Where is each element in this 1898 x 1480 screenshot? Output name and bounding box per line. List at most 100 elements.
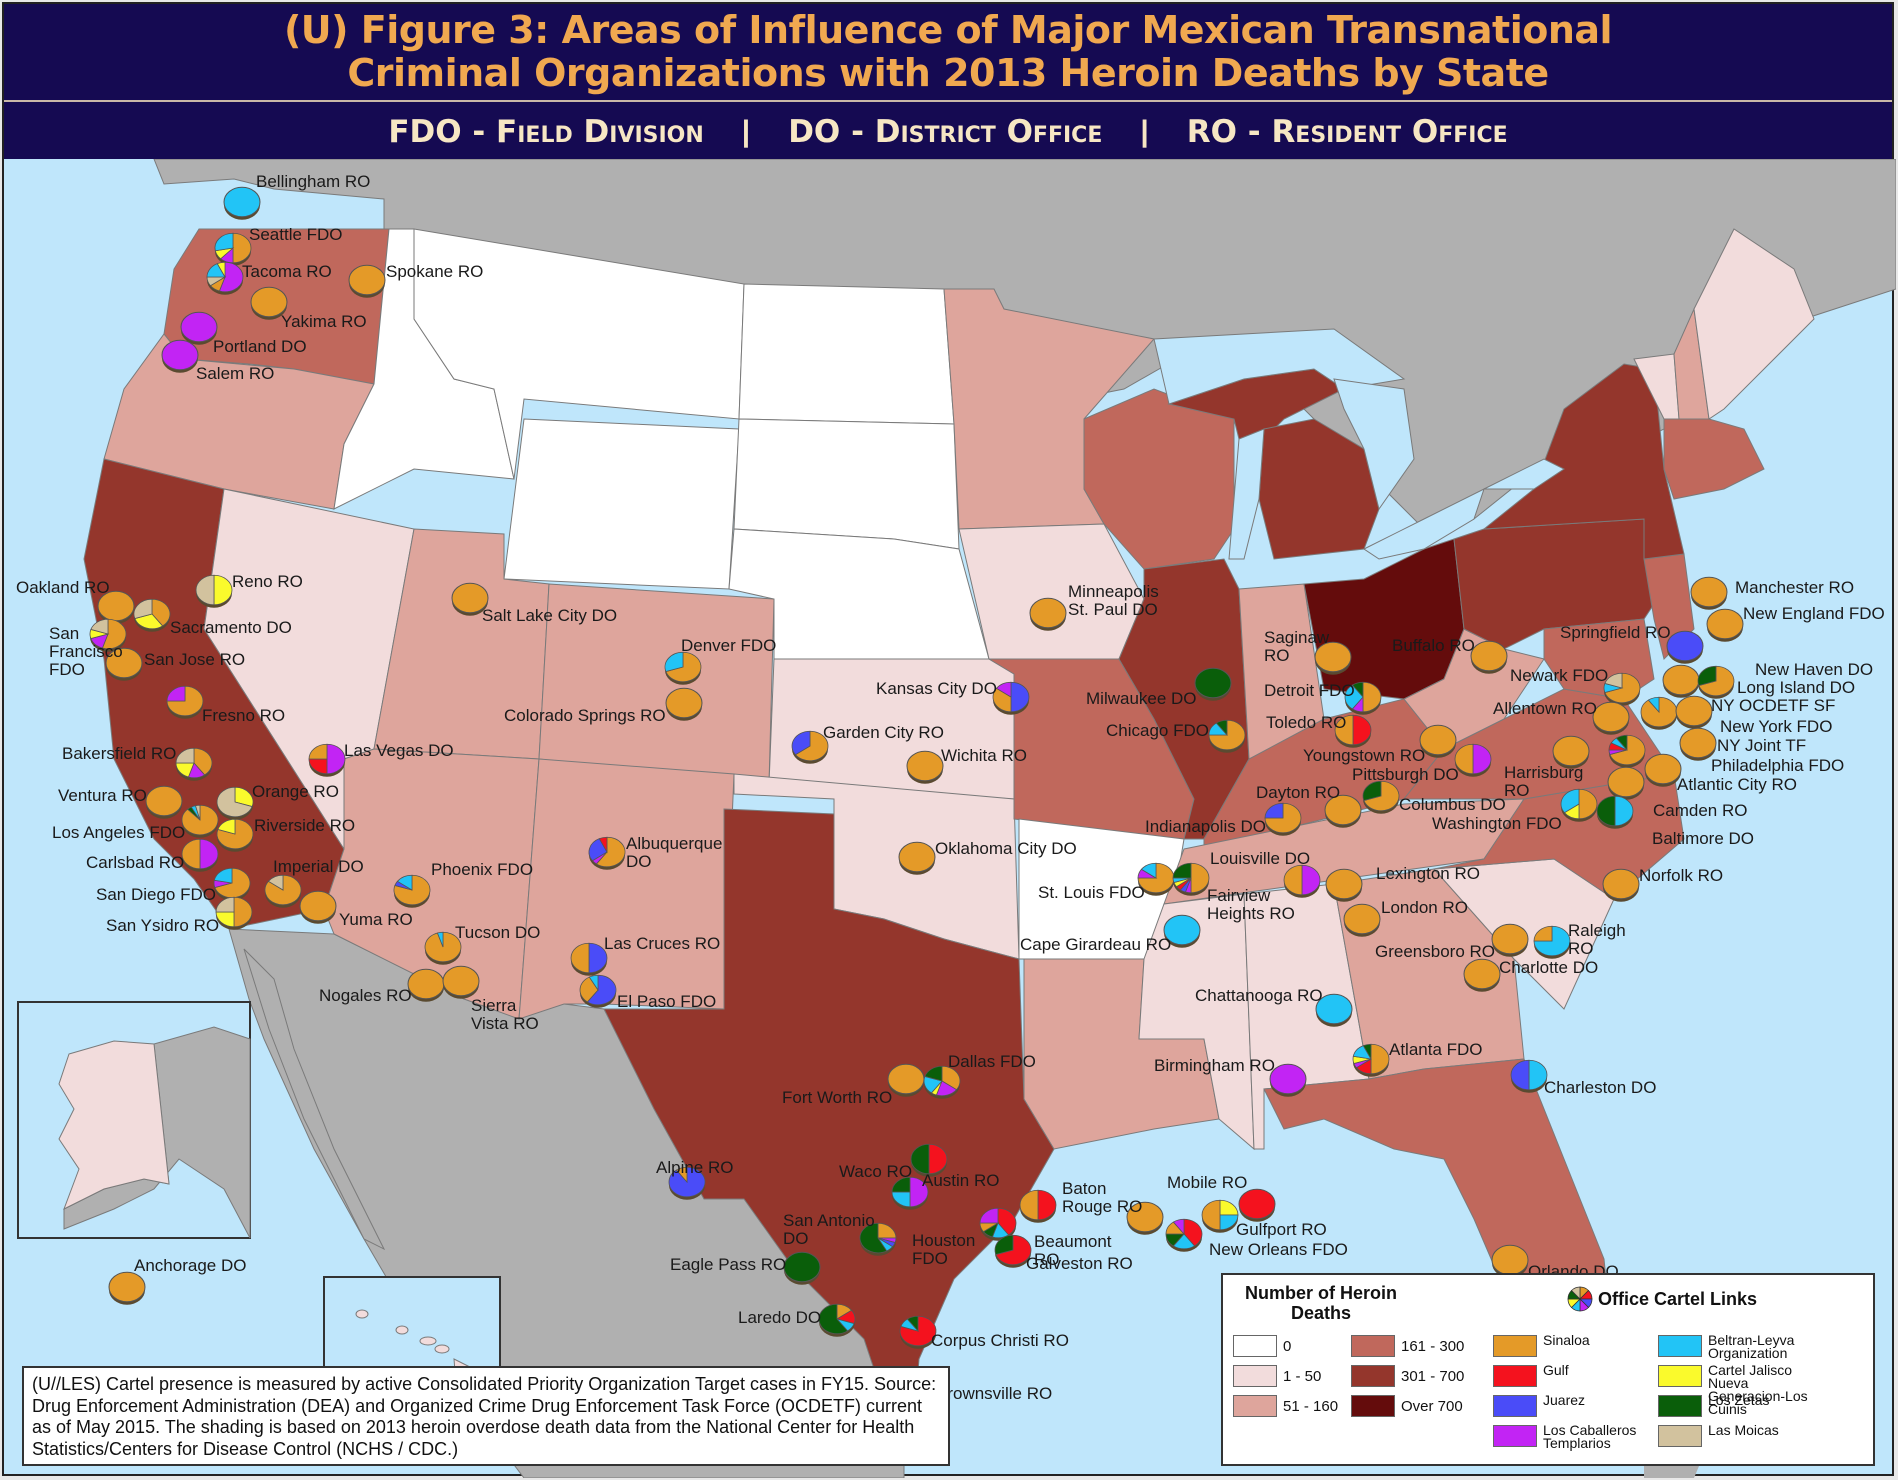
office-label: Alpine RO <box>656 1158 734 1177</box>
office-label: New Orleans FDO <box>1209 1240 1348 1259</box>
office-label: Albuquerque DO <box>626 834 723 871</box>
office-marker <box>308 743 346 777</box>
office-label: Galveston RO <box>1026 1254 1133 1273</box>
office-label: Allentown RO <box>1493 699 1597 718</box>
office-marker <box>923 1065 961 1099</box>
legend-deaths-label: 1 - 50 <box>1283 1368 1322 1385</box>
office-marker <box>791 730 829 764</box>
office-marker <box>1454 743 1492 777</box>
office-marker <box>906 750 944 784</box>
office-marker <box>1172 862 1210 896</box>
office-marker <box>1603 672 1641 706</box>
office-label: Manchester RO <box>1735 578 1855 597</box>
office-label: Tacoma RO <box>242 262 332 281</box>
office-label: Las Cruces RO <box>604 934 721 953</box>
office-marker <box>105 647 143 681</box>
office-marker <box>1194 667 1232 701</box>
office-label: Toledo RO <box>1266 713 1347 732</box>
office-marker <box>570 942 608 976</box>
office-marker <box>213 867 251 901</box>
office-label: Spokane RO <box>386 262 484 281</box>
office-marker <box>1602 868 1640 902</box>
legend-deaths-swatch <box>1351 1335 1395 1357</box>
office-label: New York FDO <box>1720 717 1833 736</box>
office-marker <box>1552 735 1590 769</box>
legend-deaths-title: Number of Heroin Deaths <box>1244 1283 1397 1323</box>
state-ohio <box>1303 538 1465 700</box>
source-note-text: (U//LES) Cartel presence is measured by … <box>32 1374 937 1459</box>
office-label: NY Joint TF <box>1717 736 1807 755</box>
office-label: Detroit FDO <box>1264 681 1355 700</box>
office-marker <box>161 339 199 373</box>
office-label: San Jose RO <box>144 650 246 669</box>
office-marker <box>1325 868 1363 902</box>
office-label: Yakima RO <box>281 312 367 331</box>
office-label: St. Louis FDO <box>1038 883 1145 902</box>
source-note: (U//LES) Cartel presence is measured by … <box>22 1366 950 1466</box>
office-label: Riverside RO <box>254 816 356 835</box>
office-label: Chicago FDO <box>1106 721 1209 740</box>
office-marker <box>1362 780 1400 814</box>
legend-cartel-swatch <box>1493 1425 1537 1447</box>
office-label: Laredo DO <box>738 1308 822 1327</box>
office-marker <box>1608 734 1646 768</box>
office-label: Carlsbad RO <box>86 853 185 872</box>
legend-cartel-swatch <box>1658 1425 1702 1447</box>
office-marker <box>859 1222 897 1256</box>
alaska-inset <box>17 1001 251 1239</box>
office-label: Tucson DO <box>455 923 541 942</box>
office-marker <box>223 186 261 220</box>
office-label: San Ysidro RO <box>106 916 220 935</box>
office-label: Buffalo RO <box>1392 636 1475 655</box>
legend-deaths-label: Over 700 <box>1401 1398 1463 1415</box>
office-marker <box>348 264 386 298</box>
office-marker <box>214 232 252 266</box>
state-michigan-lp <box>1258 418 1380 560</box>
office-label: Youngstown RO <box>1303 746 1426 765</box>
lake-ontario <box>1483 458 1565 490</box>
office-marker <box>97 590 135 624</box>
abbreviation-bar: FDO - Field Division | DO - District Off… <box>4 104 1892 159</box>
office-label: San Diego FDO <box>96 885 216 904</box>
office-label: Charleston DO <box>1544 1078 1657 1097</box>
office-marker <box>992 681 1030 715</box>
office-marker <box>1283 864 1321 898</box>
office-label: Ventura RO <box>58 786 147 805</box>
office-label: Nogales RO <box>319 986 412 1005</box>
office-label: San Francisco FDO <box>49 624 123 679</box>
title-bar: (U) Figure 3: Areas of Influence of Majo… <box>4 4 1892 99</box>
office-label: Long Island DO <box>1737 678 1856 697</box>
office-label: Wichita RO <box>941 746 1027 765</box>
office-marker <box>910 1143 948 1177</box>
office-marker <box>1029 597 1067 631</box>
office-marker <box>1596 795 1634 829</box>
office-marker <box>1491 1244 1529 1278</box>
office-label: Brownsville RO <box>936 1384 1053 1403</box>
abbrev-ro: RO - Resident Office <box>1186 113 1508 150</box>
office-label: San Antonio DO <box>783 1211 875 1248</box>
office-marker <box>1640 696 1678 730</box>
office-marker <box>1208 719 1246 753</box>
office-label: Camden RO <box>1653 801 1748 820</box>
office-marker <box>424 931 462 965</box>
office-label: Portland DO <box>213 337 307 356</box>
abbrev-do: DO - District Office <box>788 113 1103 150</box>
legend-deaths-swatch <box>1233 1395 1277 1417</box>
office-marker <box>1165 1218 1203 1252</box>
office-marker <box>1675 695 1713 729</box>
office-marker <box>216 786 254 820</box>
office-marker <box>1491 923 1529 957</box>
office-label: El Paso FDO <box>617 992 717 1011</box>
title-divider <box>4 99 1892 104</box>
legend-cartel-label: Las Moicas <box>1708 1422 1779 1438</box>
office-label: Salem RO <box>196 364 275 383</box>
office-marker <box>1470 640 1508 674</box>
office-marker <box>1697 665 1735 699</box>
office-marker <box>1352 1043 1390 1077</box>
office-label: Lexington RO <box>1376 864 1480 883</box>
office-label: Milwaukee DO <box>1086 689 1197 708</box>
baja-peninsula <box>243 948 386 1251</box>
office-label: Atlanta FDO <box>1389 1040 1483 1059</box>
office-marker <box>1644 753 1682 787</box>
office-marker <box>166 685 204 719</box>
